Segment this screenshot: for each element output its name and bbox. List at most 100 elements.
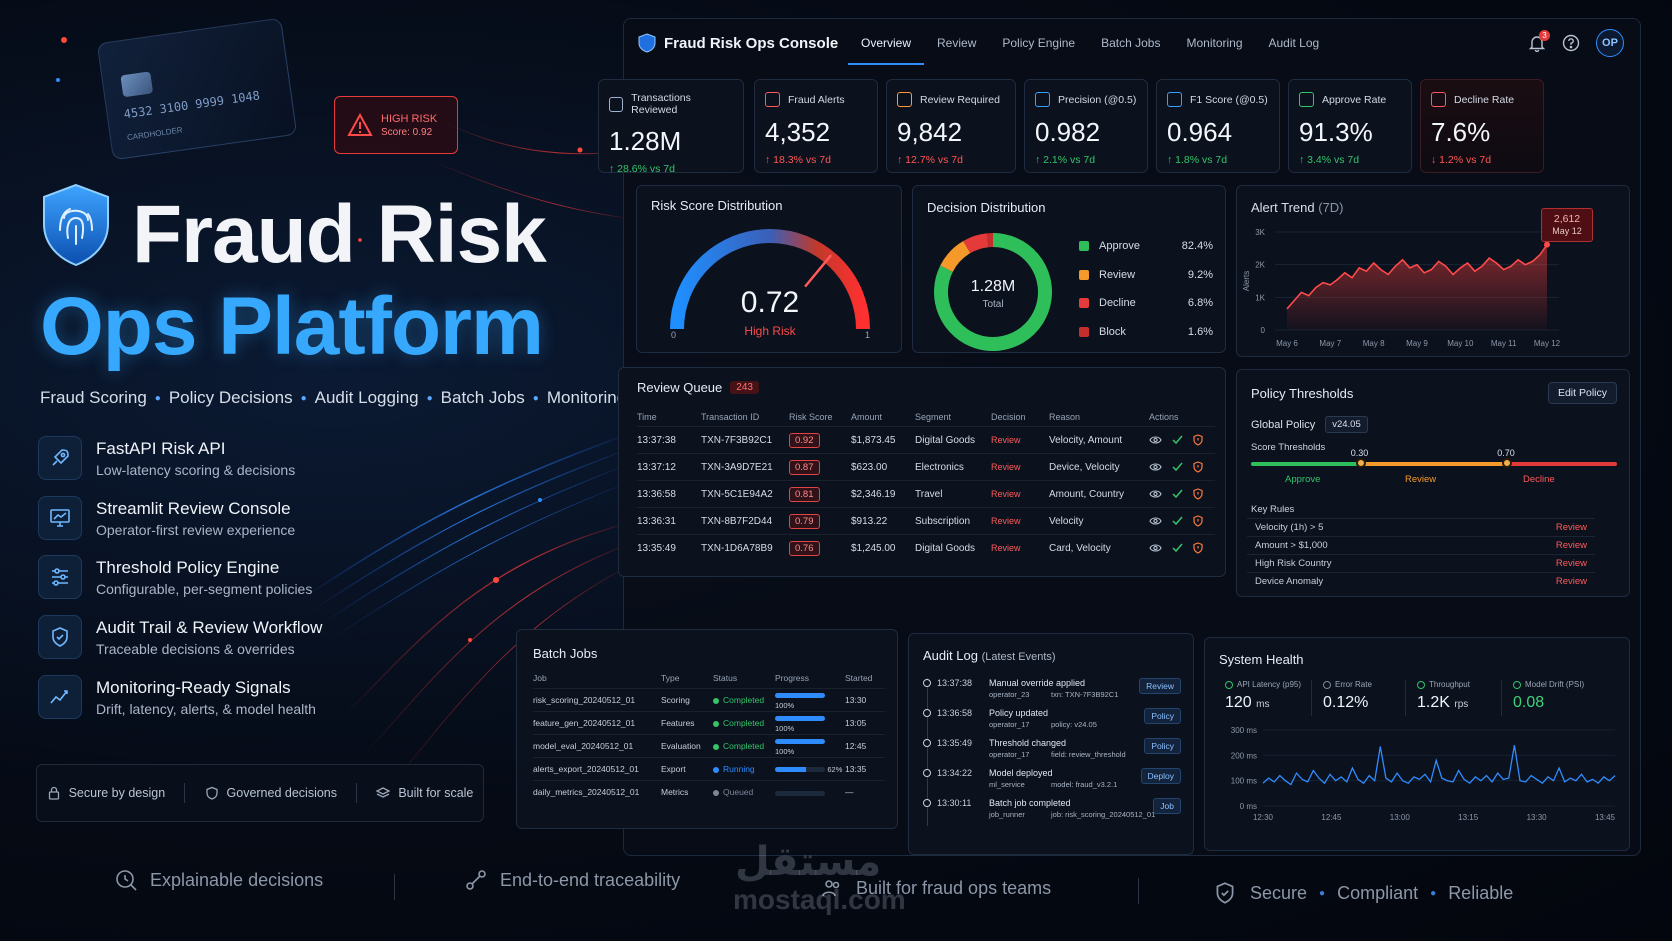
- cell-job[interactable]: risk_scoring_20240512_01: [533, 695, 636, 705]
- column-header[interactable]: Actions: [1149, 412, 1179, 422]
- risk-score-title: Risk Score Distribution: [651, 198, 783, 213]
- rule-row[interactable]: Velocity (1h) > 5 Review: [1247, 518, 1595, 536]
- view-icon[interactable]: [1149, 516, 1162, 526]
- column-header[interactable]: Transaction ID: [701, 412, 760, 422]
- view-icon[interactable]: [1149, 462, 1162, 472]
- tab-review[interactable]: Review: [937, 36, 977, 50]
- escalate-shield-icon[interactable]: [1193, 434, 1203, 446]
- column-header[interactable]: Type: [661, 673, 680, 683]
- kpi-card[interactable]: Review Required 9,842 ↑ 12.7% vs 7d: [886, 79, 1016, 173]
- approve-check-icon[interactable]: [1172, 435, 1183, 445]
- cell-job[interactable]: model_eval_20240512_01: [533, 741, 634, 751]
- cell-actions: [1149, 427, 1215, 454]
- edit-policy-button[interactable]: Edit Policy: [1547, 382, 1617, 404]
- rule-row[interactable]: Amount > $1,000 Review: [1247, 536, 1595, 554]
- view-icon[interactable]: [1149, 543, 1162, 553]
- table-row[interactable]: 13:37:12 TXN-3A9D7E21 0.87 $623.00 Electroni…: [637, 453, 1215, 481]
- feature-item: Monitoring-Ready Signals Drift, latency, …: [38, 675, 316, 719]
- threshold-1-handle[interactable]: [1355, 458, 1366, 468]
- kpi-card[interactable]: Transactions Reviewed 1.28M ↑ 28.6% vs 7d: [598, 79, 744, 175]
- tab-audit-log[interactable]: Audit Log: [1268, 36, 1320, 50]
- approve-check-icon[interactable]: [1172, 516, 1183, 526]
- audit-event[interactable]: 13:37:38 Manual override applied operator_…: [921, 678, 1191, 708]
- user-avatar[interactable]: OP: [1596, 29, 1624, 57]
- column-header[interactable]: Decision: [991, 412, 1026, 422]
- table-row[interactable]: risk_scoring_20240512_01 Scoring Completed…: [533, 688, 885, 712]
- trust-item: Secure by design: [68, 786, 166, 800]
- cell-decision: Review: [991, 488, 1021, 499]
- table-row[interactable]: 13:35:49 TXN-1D6A78B9 0.76 $1,245.00 Digital…: [637, 534, 1215, 562]
- cell-actions: [1149, 535, 1215, 562]
- tab-overview[interactable]: Overview: [848, 19, 925, 67]
- cell-txn-id[interactable]: TXN-1D6A78B9: [701, 542, 773, 554]
- review-queue-panel: Review Queue 243 Time Transaction ID Risk …: [618, 367, 1226, 577]
- table-row[interactable]: 13:36:58 TXN-5C1E94A2 0.81 $2,346.19 Travel R…: [637, 480, 1215, 508]
- cell-txn-id[interactable]: TXN-7F3B92C1: [701, 434, 773, 446]
- help-button[interactable]: [1562, 34, 1580, 52]
- column-header[interactable]: Reason: [1049, 412, 1081, 422]
- column-header[interactable]: Time: [637, 412, 657, 422]
- notifications-button[interactable]: 3: [1528, 30, 1550, 52]
- column-header[interactable]: Segment: [915, 412, 952, 422]
- table-row[interactable]: 13:37:38 TXN-7F3B92C1 0.92 $1,873.45 Digital…: [637, 426, 1215, 454]
- kpi-card[interactable]: Fraud Alerts 4,352 ↑ 18.3% vs 7d: [754, 79, 878, 173]
- footer-item: Explainable decisions: [114, 868, 323, 892]
- table-row[interactable]: model_eval_20240512_01 Evaluation Complete…: [533, 734, 885, 758]
- donut-slice-approve[interactable]: [934, 233, 1052, 351]
- tab-policy-engine[interactable]: Policy Engine: [1002, 36, 1076, 50]
- tab-monitoring[interactable]: Monitoring: [1186, 36, 1243, 50]
- threshold-2-handle[interactable]: [1502, 458, 1513, 468]
- x-tick-label: May 6: [1276, 339, 1298, 348]
- subtitle-item: Fraud Scoring: [40, 388, 147, 407]
- approve-check-icon[interactable]: [1172, 462, 1183, 472]
- audit-event[interactable]: 13:30:11 Batch job completed job_runner job…: [921, 798, 1191, 828]
- cell-job[interactable]: alerts_export_20240512_01: [533, 764, 639, 774]
- view-icon[interactable]: [1149, 489, 1162, 499]
- health-metric: Model Drift (PSI) 0.08: [1513, 680, 1584, 712]
- cell-txn-id[interactable]: TXN-5C1E94A2: [701, 488, 773, 500]
- x-tick-label: May 8: [1363, 339, 1385, 348]
- console-title: Fraud Risk Ops Console: [664, 34, 839, 52]
- policy-version[interactable]: v24.05: [1325, 416, 1368, 433]
- table-row[interactable]: 13:36:31 TXN-8B7F2D44 0.79 $913.22 Subscript…: [637, 507, 1215, 535]
- health-metric: API Latency (p95) 120 ms: [1225, 680, 1301, 712]
- column-header[interactable]: Status: [713, 673, 738, 683]
- donut-slice-decline[interactable]: [963, 233, 989, 254]
- cell-txn-id[interactable]: TXN-3A9D7E21: [701, 461, 773, 473]
- audit-event[interactable]: 13:36:58 Policy updated operator_17 policy:…: [921, 708, 1191, 738]
- kpi-card[interactable]: Precision (@0.5) 0.982 ↑ 2.1% vs 7d: [1024, 79, 1148, 173]
- cell-amount: $1,873.45: [851, 434, 896, 446]
- cell-job[interactable]: daily_metrics_20240512_01: [533, 787, 640, 798]
- cell-job[interactable]: feature_gen_20240512_01: [533, 718, 636, 728]
- tab-batch-jobs[interactable]: Batch Jobs: [1101, 36, 1161, 50]
- table-row[interactable]: daily_metrics_20240512_01 Metrics Queued —: [533, 780, 885, 804]
- event-tag: Policy: [1144, 708, 1181, 724]
- audit-event[interactable]: 13:35:49 Threshold changed operator_17 fiel…: [921, 738, 1191, 768]
- lock-icon: [47, 786, 61, 800]
- view-icon[interactable]: [1149, 435, 1162, 445]
- column-header[interactable]: Risk Score: [789, 412, 833, 422]
- donut-slice-review[interactable]: [940, 241, 971, 273]
- audit-event[interactable]: 13:34:22 Model deployed ml_service model: f…: [921, 768, 1191, 798]
- escalate-shield-icon[interactable]: [1193, 461, 1203, 473]
- table-row[interactable]: feature_gen_20240512_01 Features Completed…: [533, 711, 885, 735]
- approve-check-icon[interactable]: [1172, 489, 1183, 499]
- kpi-card[interactable]: Approve Rate 91.3% ↑ 3.4% vs 7d: [1288, 79, 1412, 173]
- escalate-shield-icon[interactable]: [1193, 488, 1203, 500]
- rule-row[interactable]: High Risk Country Review: [1247, 554, 1595, 572]
- approve-check-icon[interactable]: [1172, 543, 1183, 553]
- escalate-shield-icon[interactable]: [1193, 515, 1203, 527]
- column-header[interactable]: Job: [533, 673, 547, 683]
- cell-reason: Velocity: [1049, 515, 1084, 527]
- escalate-shield-icon[interactable]: [1193, 542, 1203, 554]
- rule-row[interactable]: Device Anomaly Review: [1247, 572, 1595, 590]
- cell-txn-id[interactable]: TXN-8B7F2D44: [701, 515, 773, 527]
- kpi-card[interactable]: F1 Score (@0.5) 0.964 ↑ 1.8% vs 7d: [1156, 79, 1280, 173]
- timeline-dot: [923, 739, 931, 747]
- kpi-card[interactable]: Decline Rate 7.6% ↓ 1.2% vs 7d: [1420, 79, 1544, 173]
- column-header[interactable]: Amount: [851, 412, 883, 422]
- column-header[interactable]: Started: [845, 673, 873, 683]
- table-row[interactable]: alerts_export_20240512_01 Export Running 6…: [533, 757, 885, 781]
- shield-logo-icon: [638, 33, 656, 53]
- column-header[interactable]: Progress: [775, 673, 810, 683]
